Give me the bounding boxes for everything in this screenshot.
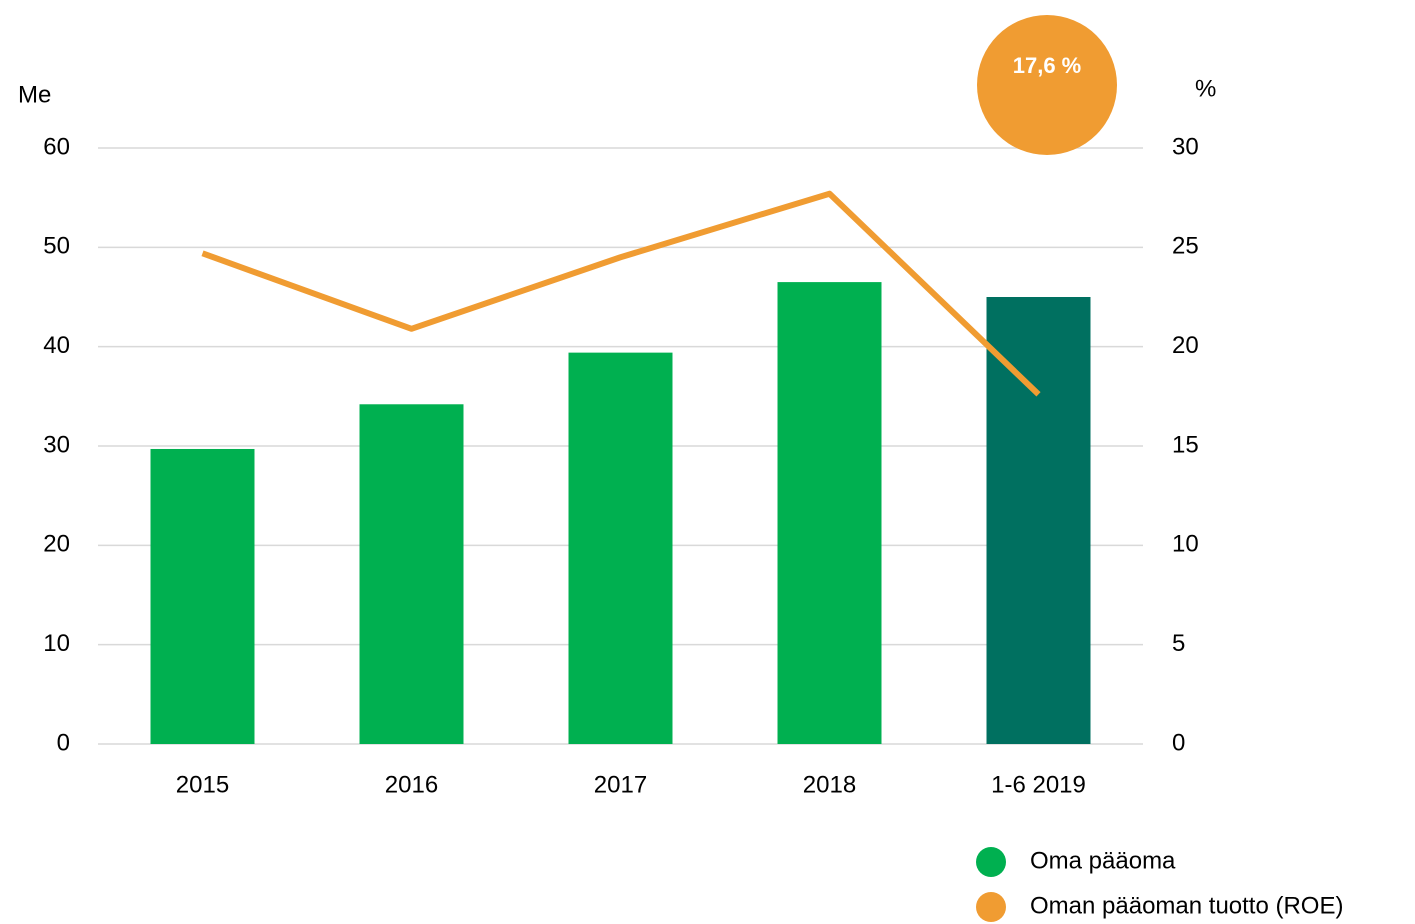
- y-tick-label: 30: [43, 431, 70, 458]
- legend-label: Oman pääoman tuotto (ROE): [1030, 892, 1343, 919]
- legend-label: Oma pääoma: [1030, 847, 1176, 874]
- value-label-callout: [977, 15, 1117, 155]
- y-tick-label: 20: [43, 531, 70, 558]
- x-tick-label: 2017: [594, 771, 647, 798]
- bar: [150, 448, 255, 744]
- y-tick-label: 40: [43, 332, 70, 359]
- bar: [359, 404, 464, 744]
- x-tick-label: 1-6 2019: [991, 771, 1086, 798]
- legend-marker: [976, 892, 1006, 922]
- value-label: 17,6 %: [1012, 53, 1082, 78]
- y2-axis-label: %: [1195, 75, 1216, 102]
- x-tick-label: 2016: [385, 771, 438, 798]
- y2-tick-label: 15: [1172, 431, 1199, 458]
- y2-tick-label: 5: [1172, 630, 1185, 657]
- bar: [568, 352, 673, 744]
- bar: [777, 282, 882, 744]
- y-tick-label: 50: [43, 233, 70, 260]
- x-tick-label: 2015: [176, 771, 229, 798]
- bar: [986, 297, 1091, 744]
- y-axis-label: Me: [18, 81, 51, 108]
- legend-marker: [976, 847, 1006, 877]
- line: [201, 190, 1041, 397]
- y-tick-label: 60: [43, 133, 70, 160]
- y2-tick-label: 20: [1172, 332, 1199, 359]
- y2-tick-label: 10: [1172, 531, 1199, 558]
- y2-tick-label: 0: [1172, 729, 1185, 756]
- y-tick-label: 10: [43, 630, 70, 657]
- y2-tick-label: 25: [1172, 233, 1199, 260]
- y-tick-label: 0: [57, 729, 70, 756]
- x-tick-label: 2018: [803, 771, 856, 798]
- y2-tick-label: 30: [1172, 133, 1199, 160]
